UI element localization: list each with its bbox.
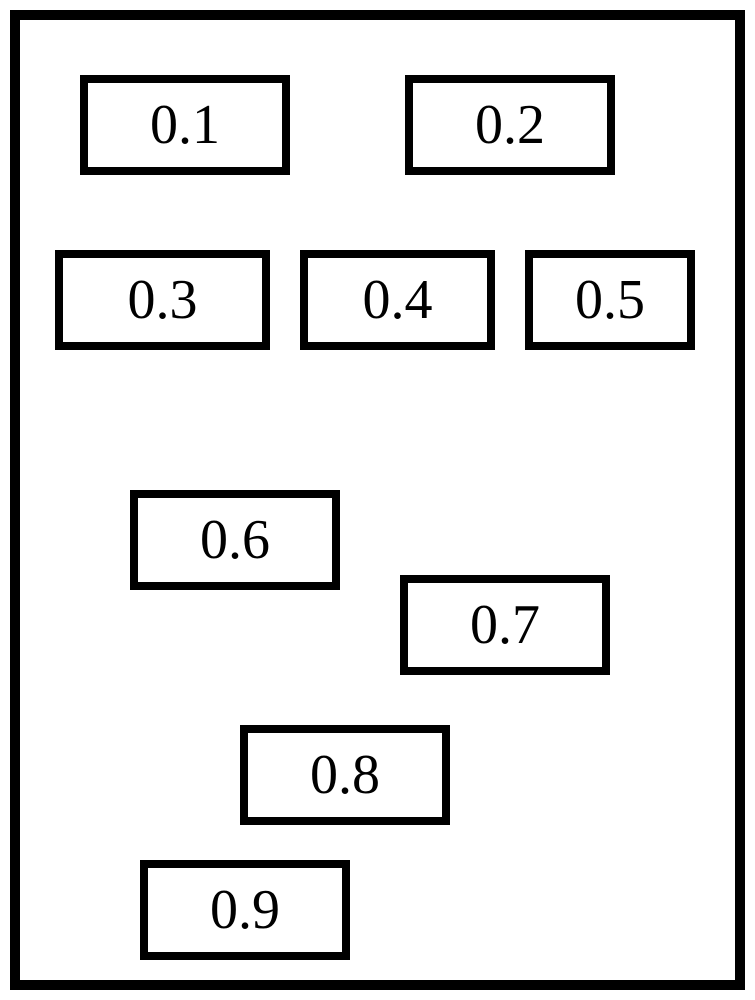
box-label: 0.3: [128, 272, 198, 328]
box-label: 0.2: [475, 97, 545, 153]
box-label: 0.5: [575, 272, 645, 328]
box-05: 0.5: [525, 250, 695, 350]
box-label: 0.8: [310, 747, 380, 803]
box-04: 0.4: [300, 250, 495, 350]
box-07: 0.7: [400, 575, 610, 675]
box-01: 0.1: [80, 75, 290, 175]
box-09: 0.9: [140, 860, 350, 960]
box-label: 0.4: [363, 272, 433, 328]
box-02: 0.2: [405, 75, 615, 175]
box-label: 0.6: [200, 512, 270, 568]
box-label: 0.7: [470, 597, 540, 653]
box-label: 0.1: [150, 97, 220, 153]
box-06: 0.6: [130, 490, 340, 590]
box-08: 0.8: [240, 725, 450, 825]
box-label: 0.9: [210, 882, 280, 938]
box-03: 0.3: [55, 250, 270, 350]
